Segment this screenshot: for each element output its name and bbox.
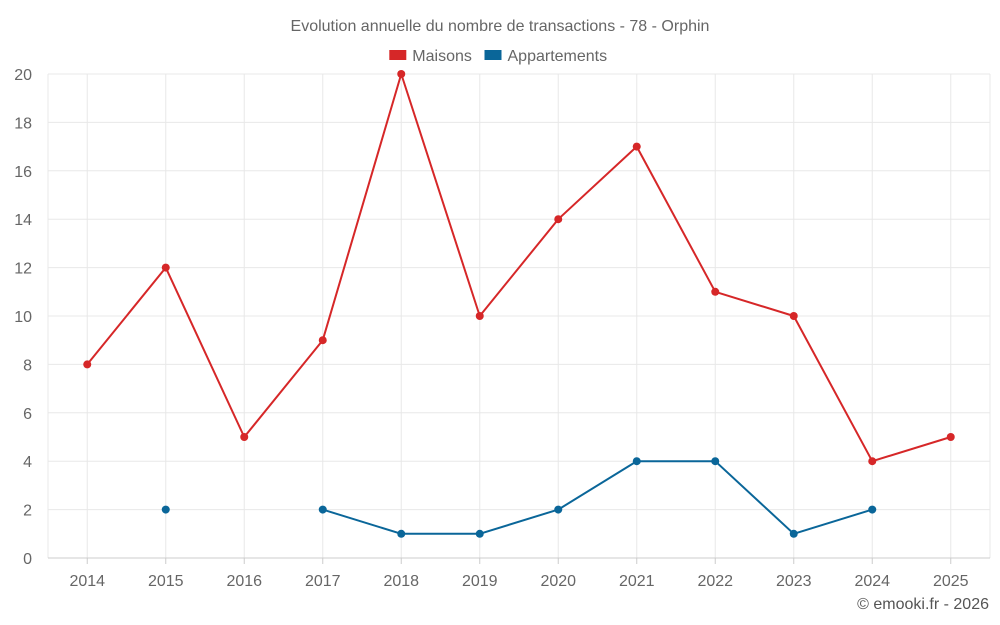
x-tick-label: 2020 [540, 573, 576, 590]
legend-item-appartements[interactable]: Appartements [484, 48, 608, 65]
data-point-appartements[interactable] [554, 505, 563, 514]
data-point-appartements[interactable] [789, 529, 798, 538]
x-tick-label: 2019 [462, 573, 498, 590]
data-point-maisons[interactable] [475, 312, 484, 320]
data-point-appartements[interactable] [318, 505, 327, 514]
x-tick-label: 2015 [148, 573, 184, 590]
x-tick-label: 2021 [619, 573, 655, 590]
data-point-appartements[interactable] [397, 529, 406, 538]
data-point-appartements[interactable] [475, 529, 484, 538]
axes: 0 2 4 6 8 10 12 14 16 18 20 2014 2015 2016 2017 2018 201… [14, 67, 990, 590]
data-point-maisons[interactable] [318, 336, 327, 345]
y-tick-label: 6 [23, 406, 32, 423]
series-lines [86, 73, 952, 535]
x-tick-label: 2023 [776, 573, 812, 590]
y-tick-label: 14 [14, 212, 32, 229]
data-point-appartements[interactable] [868, 505, 877, 514]
data-point-appartements[interactable] [161, 505, 170, 514]
data-point-maisons[interactable] [83, 360, 92, 369]
legend-swatch-maisons [389, 50, 407, 60]
data-point-maisons[interactable] [397, 70, 406, 78]
legend-label-appartements: Appartements [508, 48, 608, 65]
grid-lines [47, 73, 991, 559]
data-point-maisons[interactable] [632, 142, 641, 151]
series-line-appartements [322, 460, 873, 535]
credit-text: © emooki.fr - 2026 [857, 596, 989, 613]
series-line-maisons [86, 73, 952, 463]
x-tick-label: 2024 [854, 573, 890, 590]
legend-label-maisons: Maisons [412, 48, 472, 65]
y-tick-label: 0 [23, 551, 32, 568]
data-point-maisons[interactable] [161, 263, 170, 272]
legend-item-maisons[interactable]: Maisons [389, 48, 472, 65]
x-tick-label: 2014 [69, 573, 105, 590]
x-tick-label: 2018 [383, 573, 419, 590]
y-tick-label: 2 [23, 503, 32, 520]
data-points [83, 70, 955, 538]
data-point-maisons[interactable] [240, 433, 249, 441]
y-tick-label: 10 [14, 309, 32, 326]
legend-swatch-appartements [484, 50, 502, 60]
y-tick-label: 16 [14, 164, 32, 181]
x-tick-label: 2017 [305, 573, 341, 590]
chart-title: Evolution annuelle du nombre de transact… [291, 18, 710, 35]
y-tick-label: 4 [23, 454, 32, 471]
data-point-maisons[interactable] [554, 215, 563, 224]
x-tick-label: 2022 [697, 573, 733, 590]
data-point-maisons[interactable] [868, 457, 877, 466]
data-point-maisons[interactable] [946, 433, 955, 441]
legend: Maisons Appartements [389, 48, 607, 65]
data-point-maisons[interactable] [711, 287, 720, 296]
y-tick-label: 18 [14, 115, 32, 132]
y-tick-label: 8 [23, 357, 32, 374]
x-tick-label: 2016 [226, 573, 262, 590]
y-tick-label: 20 [14, 67, 32, 84]
y-tick-label: 12 [14, 261, 32, 278]
data-point-appartements[interactable] [632, 457, 641, 466]
data-point-maisons[interactable] [789, 312, 798, 320]
data-point-appartements[interactable] [711, 457, 720, 466]
x-tick-label: 2025 [933, 573, 969, 590]
